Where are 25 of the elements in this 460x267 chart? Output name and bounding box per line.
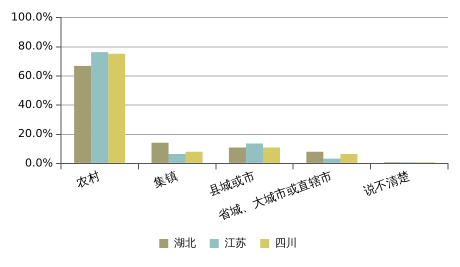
legend-label: 四川 <box>274 236 297 250</box>
legend-label: 江苏 <box>224 236 246 250</box>
bar <box>74 66 92 163</box>
bar <box>152 142 169 163</box>
y-tick-label: 0.0% <box>24 156 53 170</box>
bar <box>340 154 358 163</box>
y-tick-label: 20.0% <box>18 127 53 140</box>
bar <box>168 154 186 163</box>
legend-label: 湖北 <box>174 236 196 250</box>
x-tick-label: 县城或市 <box>206 168 257 198</box>
bar <box>186 152 203 163</box>
bar <box>262 148 280 163</box>
y-tick-label: 80.0% <box>18 40 53 53</box>
x-tick-label: 集镇 <box>152 168 180 190</box>
bar <box>91 52 108 163</box>
bar <box>108 54 126 163</box>
bar <box>323 158 340 163</box>
bar <box>228 148 246 163</box>
x-tick-label: 说不清楚 <box>361 168 412 198</box>
y-tick-label: 100.0% <box>10 10 53 24</box>
x-tick-label: 农村 <box>74 168 102 190</box>
y-tick-label: 60.0% <box>18 68 53 82</box>
y-tick-label: 40.0% <box>18 98 53 111</box>
bar <box>246 143 263 163</box>
bar <box>306 152 324 163</box>
